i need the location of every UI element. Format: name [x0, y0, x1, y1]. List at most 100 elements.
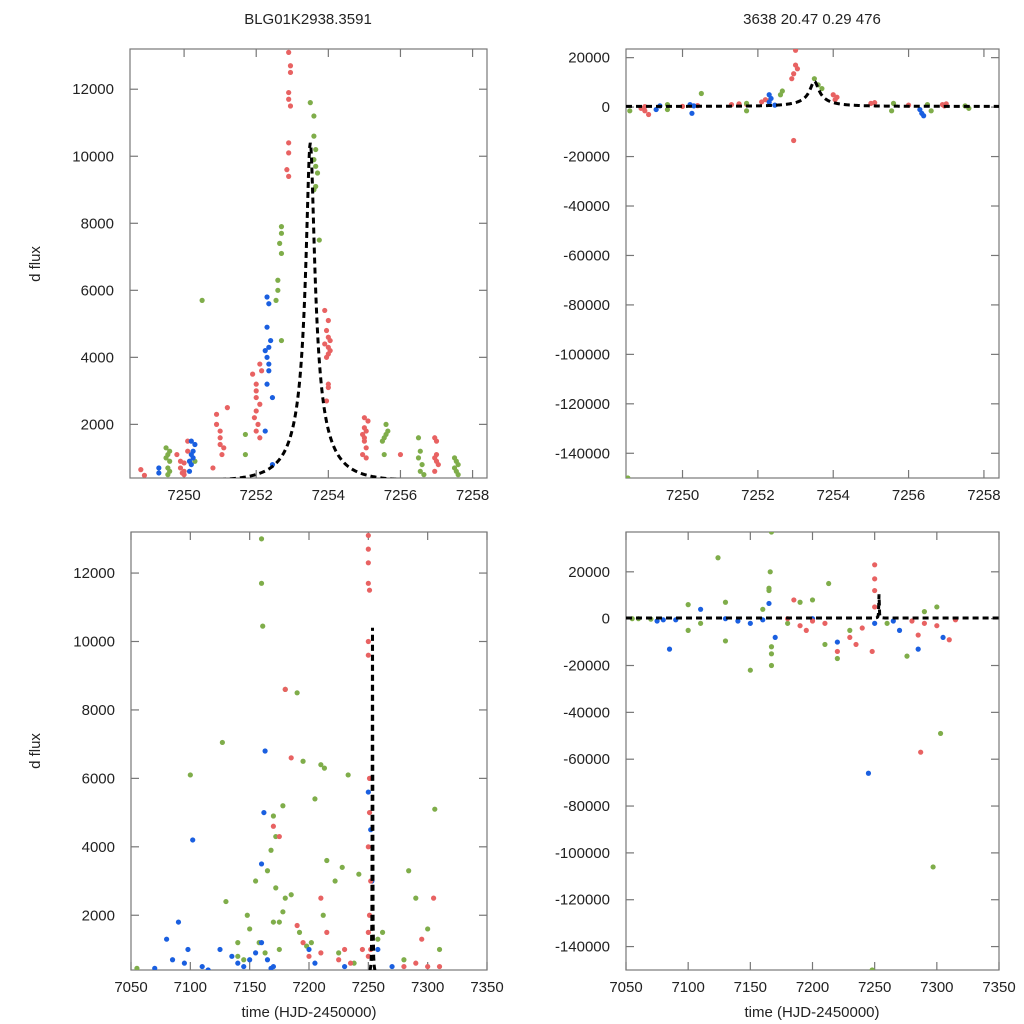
data-point [323, 398, 330, 404]
data-point [294, 690, 300, 696]
data-point [432, 806, 438, 812]
data-point [789, 76, 795, 82]
x-tick-label: 7150 [734, 979, 767, 996]
chart-title: BLG01K2938.3591 [244, 11, 372, 28]
data-point [766, 600, 772, 607]
data-point [169, 957, 176, 963]
data-point [872, 587, 878, 594]
data-point [306, 946, 312, 953]
data-point [268, 847, 274, 853]
data-point [889, 108, 895, 114]
data-point [869, 967, 875, 970]
data-point [323, 354, 330, 360]
data-point [286, 150, 292, 156]
data-point [217, 441, 223, 448]
data-point [266, 361, 272, 367]
data-point [834, 648, 840, 655]
data-point [257, 435, 263, 441]
data-point [192, 441, 198, 448]
data-point [217, 435, 223, 441]
data-point [324, 857, 330, 864]
data-point [735, 618, 741, 624]
data-point [253, 950, 259, 956]
data-point [792, 49, 799, 53]
data-point [722, 599, 729, 605]
data-point [276, 833, 282, 840]
data-point [794, 66, 801, 72]
y-tick-label: -120000 [555, 892, 610, 909]
data-point [264, 381, 270, 387]
data-point [213, 421, 220, 427]
data-point [415, 455, 422, 461]
data-point [258, 940, 265, 946]
data-point [205, 967, 211, 970]
data-point [276, 919, 282, 925]
data-point [235, 960, 241, 966]
data-point [286, 173, 292, 179]
data-point [413, 960, 419, 966]
data-point [455, 472, 461, 478]
y-tick-label: -40000 [563, 704, 610, 721]
data-point [365, 953, 371, 959]
data-point [791, 597, 797, 603]
data-point [241, 957, 247, 963]
y-tick-label: 2000 [82, 907, 115, 924]
data-point [722, 638, 729, 644]
data-point [363, 445, 369, 451]
data-point [747, 667, 753, 673]
data-point [187, 772, 193, 778]
data-point [264, 324, 270, 330]
data-point [666, 646, 673, 652]
data-point [224, 405, 230, 411]
data-point [260, 623, 266, 629]
x-tick-label: 7350 [470, 979, 503, 996]
data-point [768, 532, 775, 535]
data-point [308, 940, 314, 946]
data-point [654, 618, 660, 624]
data-point [257, 361, 263, 367]
y-tick-label: 6000 [82, 770, 115, 787]
data-point [918, 749, 924, 755]
data-point [287, 63, 294, 69]
data-point [365, 580, 371, 586]
plot-frame [130, 531, 488, 971]
data-point [313, 146, 319, 153]
series-green [163, 100, 461, 478]
data-point [363, 455, 369, 461]
data-point [165, 472, 171, 478]
x-tick-label: 7300 [411, 979, 444, 996]
x-tick-label: 7200 [796, 979, 829, 996]
data-point [286, 96, 292, 102]
data-point [904, 653, 910, 659]
data-point [365, 560, 371, 566]
data-point [217, 428, 223, 434]
data-point [247, 957, 253, 963]
x-tick-label: 7100 [174, 979, 207, 996]
data-point [253, 381, 259, 387]
data-point [277, 240, 283, 246]
x-tick-label: 7258 [967, 487, 1000, 504]
data-point [273, 833, 279, 840]
data-point [325, 384, 331, 391]
x-axis-label: time (HJD-2450000) [241, 1004, 376, 1021]
series-green [134, 536, 443, 970]
data-point [288, 755, 294, 761]
data-point [141, 472, 148, 478]
data-point [321, 765, 328, 771]
data-point [221, 445, 227, 451]
data-point [253, 878, 259, 884]
data-point [685, 602, 691, 608]
data-point [419, 936, 425, 942]
data-point [219, 451, 225, 458]
data-point [834, 655, 840, 662]
data-point [436, 946, 443, 953]
data-point [819, 85, 825, 92]
plot-area [138, 49, 461, 478]
data-point [921, 113, 927, 119]
data-point [241, 963, 247, 970]
data-point [946, 637, 952, 643]
data-point [791, 137, 797, 144]
data-point [278, 230, 285, 236]
data-point [255, 421, 261, 427]
